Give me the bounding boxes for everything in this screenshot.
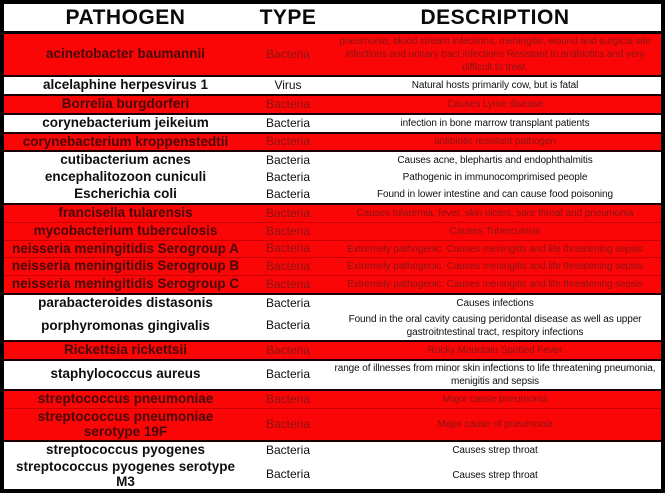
table-row: parabacteroides distasonis Bacteria Caus… (4, 293, 661, 312)
pathogen-cell: staphylococcus aureus (50, 366, 201, 382)
table-row: corynebacterium jeikeium Bacteria infect… (4, 112, 661, 132)
table-row: encephalitozoon cuniculi Bacteria Pathog… (4, 169, 661, 187)
table-header-row: PATHOGEN TYPE DESCRIPTION (4, 4, 661, 34)
description-cell: range of illnesses from minor skin infec… (334, 362, 656, 387)
pathogen-cell: mycobacterium tuberculosis (33, 222, 218, 238)
type-cell: Bacteria (265, 443, 311, 458)
table-row: staphylococcus aureus Bacteria range of … (4, 358, 661, 389)
type-cell: Virus (274, 77, 302, 92)
table-row: Borrelia burgdorferi Bacteria Causes Lym… (4, 93, 661, 113)
table-body: acinetobacter baumannii Bacteria pneumon… (4, 34, 661, 490)
pathogen-cell: streptococcus pneumoniae serotype 19F (37, 408, 214, 439)
pathogen-cell: porphyromonas gingivalis (41, 317, 210, 333)
pathogen-cell: streptococcus pneumoniae (37, 390, 214, 406)
pathogen-cell: streptococcus pyogenes serotype M3 (15, 459, 236, 490)
description-cell: Found in lower intestine and can cause f… (377, 188, 613, 200)
table-row: streptococcus pneumoniae Bacteria Major … (4, 388, 661, 408)
pathogen-cell: Escherichia coli (74, 186, 177, 202)
type-cell: Bacteria (265, 277, 311, 292)
type-cell: Bacteria (265, 46, 311, 61)
pathogen-cell: Rickettsia rickettsii (63, 341, 188, 357)
description-cell: Causes tularemia, fever, skin ulcers, so… (356, 207, 634, 219)
pathogen-cell: neisseria meningitidis Serogroup C (11, 276, 240, 292)
description-cell: pneumonia, blood stream infections, meni… (339, 36, 651, 73)
table-row: Escherichia coli Bacteria Found in lower… (4, 186, 661, 203)
table-row: neisseria meningitidis Serogroup B Bacte… (4, 257, 661, 276)
pathogen-cell: francisella tularensis (58, 204, 193, 220)
description-cell: Causes Lyme disease (446, 98, 544, 110)
description-cell: Extremely pathogenic. Causes meningitis … (347, 261, 643, 273)
pathogen-cell: neisseria meningitidis Serogroup A (12, 240, 239, 256)
description-cell: antibiotic resistant pathogen (434, 136, 556, 148)
table-row: mycobacterium tuberculosis Bacteria Caus… (4, 221, 661, 240)
description-cell: Natural hosts primarily cow, but is fata… (411, 79, 579, 91)
type-cell: Bacteria (265, 241, 311, 256)
table-row: alcelaphine herpesvirus 1 Virus Natural … (4, 75, 661, 94)
column-header-description: DESCRIPTION (420, 5, 570, 29)
table-row: Rickettsia rickettsii Bacteria Rocky Mou… (4, 339, 661, 359)
table-row: acinetobacter baumannii Bacteria pneumon… (4, 34, 661, 75)
description-cell: Major cause of pneumonia (437, 419, 553, 430)
pathogen-cell: cutibacterium acnes (60, 152, 191, 168)
description-cell: Found in the oral cavity causing peridon… (348, 313, 642, 338)
type-cell: Bacteria (265, 186, 311, 201)
description-cell: Causes infections (456, 298, 534, 310)
table-row: streptococcus pyogenes Bacteria Causes s… (4, 440, 661, 460)
type-cell: Bacteria (265, 153, 311, 168)
type-cell: Bacteria (265, 134, 311, 149)
description-cell: Pathogenic in immunocomprimised people (402, 172, 588, 184)
table-row: streptococcus pneumoniae serotype 19F Ba… (4, 407, 661, 441)
pathogen-cell: corynebacterium jeikeium (42, 114, 209, 130)
type-cell: Bacteria (265, 416, 311, 431)
description-cell: Extremely pathogenic. Causes meningitis … (347, 279, 643, 291)
table-row: neisseria meningitidis Serogroup C Bacte… (4, 275, 661, 294)
description-cell: Rocky Mountain Spotted Fever (427, 344, 563, 356)
pathogen-cell: corynebacterium kroppenstedtii (22, 133, 229, 149)
pathogen-cell: parabacteroides distasonis (38, 295, 213, 311)
type-cell: Bacteria (265, 367, 311, 382)
column-header-type: TYPE (259, 5, 317, 29)
pathogen-cell: alcelaphine herpesvirus 1 (42, 77, 209, 92)
column-header-pathogen: PATHOGEN (65, 5, 186, 29)
type-cell: Bacteria (265, 223, 311, 238)
table-row: francisella tularensis Bacteria Causes t… (4, 202, 661, 222)
description-cell: Causes strep throat (452, 469, 538, 481)
type-cell: Bacteria (265, 318, 311, 333)
description-cell: Causes acne, blephartis and endophthalmi… (397, 155, 593, 167)
pathogen-cell: encephalitozoon cuniculi (44, 169, 207, 185)
type-cell: Bacteria (265, 295, 311, 310)
type-cell: Bacteria (265, 170, 311, 185)
pathogen-cell: Borrelia burgdorferi (61, 95, 190, 111)
table-row: streptococcus pyogenes serotype M3 Bacte… (4, 459, 661, 490)
type-cell: Bacteria (265, 391, 311, 406)
type-cell: Bacteria (265, 342, 311, 357)
description-cell: Causes Tuberculosis (449, 225, 541, 237)
description-cell: Extremely pathogenic. Causes meningitis … (347, 243, 643, 255)
table-row: cutibacterium acnes Bacteria Causes acne… (4, 150, 661, 170)
table-row: porphyromonas gingivalis Bacteria Found … (4, 311, 661, 340)
type-cell: Bacteria (265, 115, 311, 130)
description-cell: Major cause pneumonia (442, 393, 548, 405)
table-row: corynebacterium kroppenstedtii Bacteria … (4, 131, 661, 151)
type-cell: Bacteria (265, 205, 311, 220)
type-cell: Bacteria (265, 96, 311, 111)
table-row: neisseria meningitidis Serogroup A Bacte… (4, 239, 661, 258)
type-cell: Bacteria (265, 259, 311, 274)
pathogen-cell: acinetobacter baumannii (45, 46, 206, 62)
pathogen-cell: neisseria meningitidis Serogroup B (11, 258, 240, 274)
type-cell: Bacteria (265, 467, 311, 482)
description-cell: infection in bone marrow transplant pati… (400, 117, 590, 129)
description-cell: Causes strep throat (452, 445, 538, 457)
pathogen-cell: streptococcus pyogenes (45, 442, 206, 458)
